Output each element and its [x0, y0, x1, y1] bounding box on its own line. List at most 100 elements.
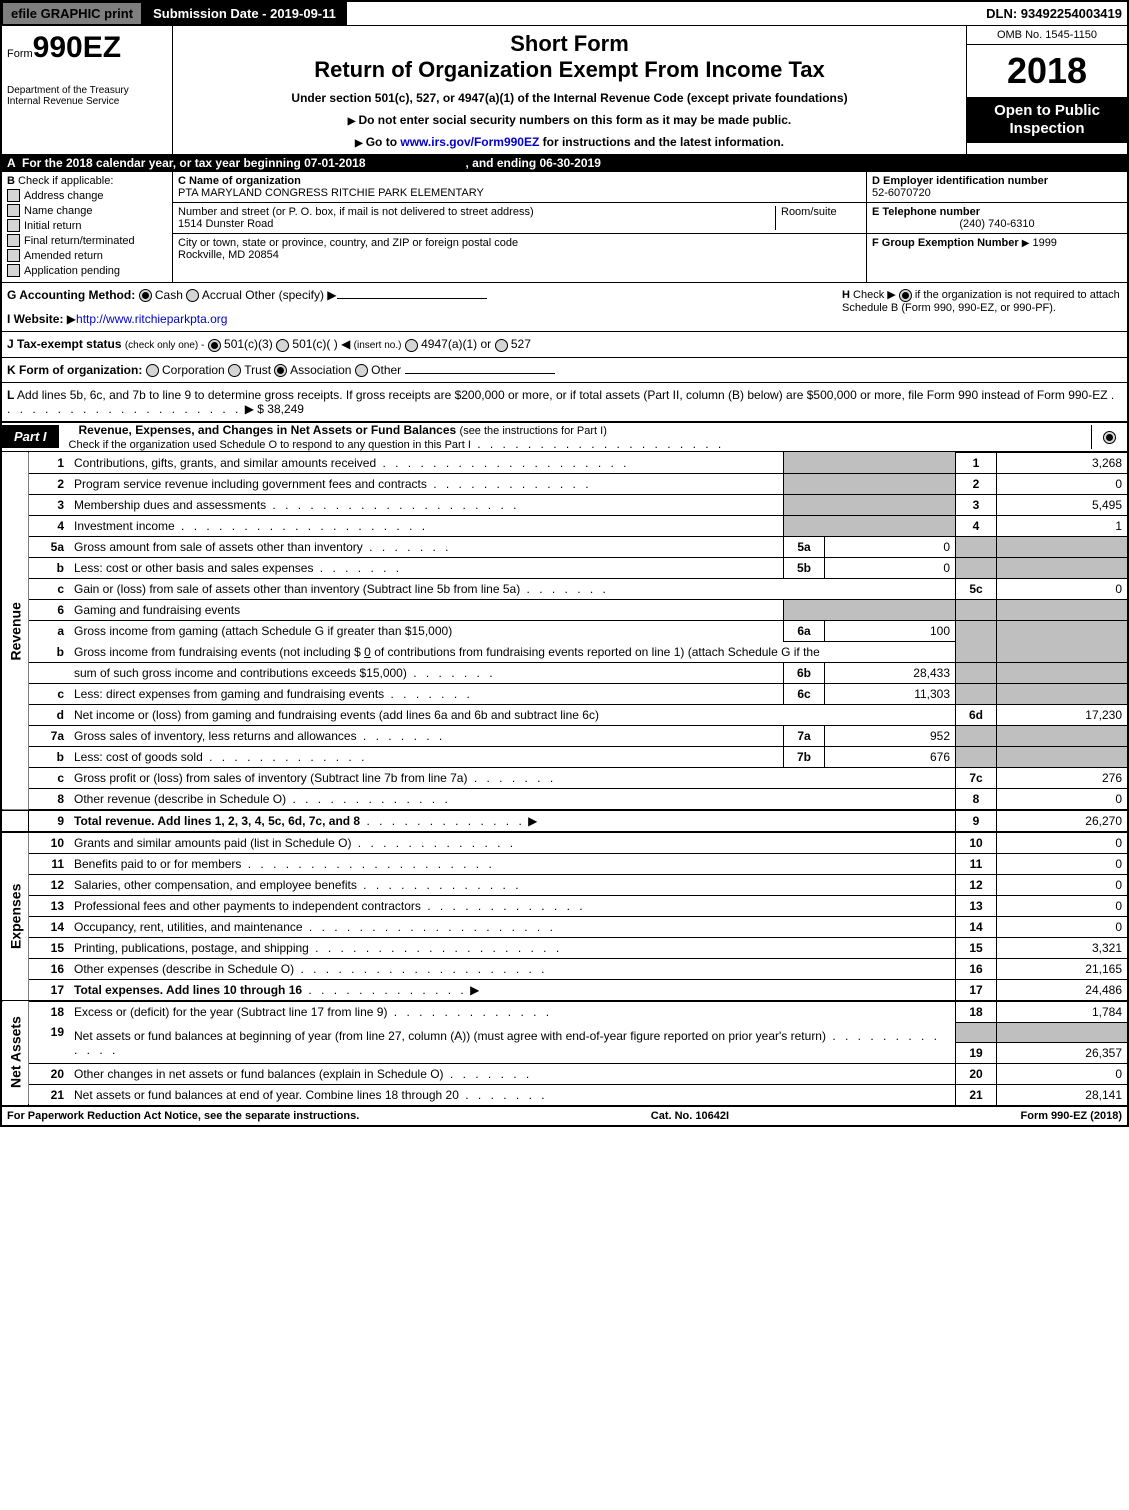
irs-label: Internal Revenue Service [7, 96, 167, 107]
line-16-desc: Other expenses (describe in Schedule O) [74, 962, 294, 976]
line-1-desc: Contributions, gifts, grants, and simila… [74, 456, 376, 470]
line-7a-sub: 952 [825, 725, 956, 746]
footer-right: Form 990-EZ (2018) [1021, 1110, 1122, 1122]
form-identifier: Form990EZ Department of the Treasury Int… [2, 26, 173, 154]
line-18-val: 1,784 [997, 1001, 1128, 1023]
line-7b-desc: Less: cost of goods sold [74, 750, 203, 764]
section-a-ending: , and ending 06-30-2019 [466, 156, 601, 170]
opt-final-return: Final return/terminated [24, 235, 135, 247]
efile-print-button[interactable]: efile GRAPHIC print [2, 2, 142, 25]
footer-center: Cat. No. 10642I [651, 1110, 729, 1122]
opt-trust: Trust [244, 363, 271, 377]
radio-corp[interactable] [146, 364, 159, 377]
checkbox-initial-return[interactable] [7, 219, 20, 232]
line-10-desc: Grants and similar amounts paid (list in… [74, 836, 351, 850]
opt-501c3: 501(c)(3) [224, 337, 273, 351]
city-value: Rockville, MD 20854 [178, 249, 861, 261]
org-name: PTA MARYLAND CONGRESS RITCHIE PARK ELEME… [178, 187, 861, 199]
other-label: Other (specify) [245, 288, 324, 302]
submission-date-button[interactable]: Submission Date - 2019-09-11 [142, 2, 347, 25]
section-b-title: Check if applicable: [18, 175, 113, 187]
radio-assoc[interactable] [274, 364, 287, 377]
group-exempt-label: F Group Exemption Number [872, 237, 1019, 249]
line-13-desc: Professional fees and other payments to … [74, 899, 421, 913]
section-l-text: Add lines 5b, 6c, and 7b to line 9 to de… [17, 388, 1108, 402]
section-c: C Name of organization PTA MARYLAND CONG… [173, 172, 866, 282]
city-label: City or town, state or province, country… [178, 237, 861, 249]
line-8-desc: Other revenue (describe in Schedule O) [74, 792, 286, 806]
street-value: 1514 Dunster Road [178, 218, 775, 230]
opt-application-pending: Application pending [24, 265, 120, 277]
line-10-val: 0 [997, 832, 1128, 854]
section-h-label: H [842, 289, 850, 301]
radio-trust[interactable] [228, 364, 241, 377]
opt-527: 527 [511, 337, 531, 351]
ein-label: D Employer identification number [872, 175, 1122, 187]
room-suite-label: Room/suite [775, 206, 861, 230]
checkbox-final-return[interactable] [7, 234, 20, 247]
goto-prefix: Go to [366, 135, 401, 149]
line-6a-desc: Gross income from gaming (attach Schedul… [74, 624, 452, 638]
dln-text: DLN: 93492254003419 [986, 6, 1127, 21]
footer-left: For Paperwork Reduction Act Notice, see … [7, 1110, 359, 1122]
accrual-label: Accrual [202, 288, 242, 302]
part-1-table: Revenue 1 Contributions, gifts, grants, … [2, 452, 1127, 1105]
radio-h-check[interactable] [899, 289, 912, 302]
footer: For Paperwork Reduction Act Notice, see … [2, 1105, 1127, 1125]
opt-initial-return: Initial return [24, 220, 81, 232]
checkbox-application-pending[interactable] [7, 264, 20, 277]
irs-link[interactable]: www.irs.gov/Form990EZ [400, 135, 539, 149]
netassets-vlabel: Net Assets [2, 1001, 29, 1105]
line-21-desc: Net assets or fund balances at end of ye… [74, 1088, 459, 1102]
line-9-val: 26,270 [997, 810, 1128, 832]
line-14-desc: Occupancy, rent, utilities, and maintena… [74, 920, 303, 934]
form-number: 990EZ [33, 31, 121, 64]
website-link[interactable]: http://www.ritchieparkpta.org [76, 312, 227, 326]
checkbox-name-change[interactable] [7, 204, 20, 217]
form-prefix: Form [7, 48, 33, 60]
opt-assoc: Association [290, 363, 351, 377]
line-19-desc: Net assets or fund balances at beginning… [74, 1029, 826, 1043]
line-6b-amt: 0 [364, 645, 371, 659]
radio-other-org[interactable] [355, 364, 368, 377]
part-1-check-note: Check if the organization used Schedule … [69, 439, 471, 451]
section-g-label: G Accounting Method: [7, 288, 135, 302]
radio-part1-check[interactable] [1103, 431, 1116, 444]
line-3-desc: Membership dues and assessments [74, 498, 266, 512]
radio-501c[interactable] [276, 339, 289, 352]
section-j-label: J Tax-exempt status [7, 337, 122, 351]
part-1-label: Part I [2, 425, 59, 448]
line-7b-sub: 676 [825, 746, 956, 767]
revenue-vlabel: Revenue [2, 452, 29, 810]
part-1-title: Revenue, Expenses, and Changes in Net As… [69, 423, 457, 437]
street-label: Number and street (or P. O. box, if mail… [178, 206, 775, 218]
radio-accrual[interactable] [186, 289, 199, 302]
radio-501c3[interactable] [208, 339, 221, 352]
line-6b-desc1: Gross income from fundraising events (no… [74, 645, 361, 659]
line-6c-sub: 11,303 [825, 683, 956, 704]
top-bar: efile GRAPHIC print Submission Date - 20… [2, 2, 1127, 25]
line-6c-desc: Less: direct expenses from gaming and fu… [74, 687, 384, 701]
radio-4947[interactable] [405, 339, 418, 352]
line-1-val: 3,268 [997, 452, 1128, 473]
line-5b-sub: 0 [825, 557, 956, 578]
line-4-desc: Investment income [74, 519, 175, 533]
line-19-val: 26,357 [997, 1042, 1128, 1063]
line-16-val: 21,165 [997, 958, 1128, 979]
expenses-vlabel: Expenses [2, 832, 29, 1001]
line-18-desc: Excess or (deficit) for the year (Subtra… [74, 1005, 387, 1019]
line-5a-desc: Gross amount from sale of assets other t… [74, 540, 363, 554]
checkbox-amended-return[interactable] [7, 249, 20, 262]
radio-527[interactable] [495, 339, 508, 352]
checkbox-address-change[interactable] [7, 189, 20, 202]
line-11-desc: Benefits paid to or for members [74, 857, 241, 871]
line-6a-sub: 100 [825, 620, 956, 641]
ein-value: 52-6070720 [872, 187, 1122, 199]
radio-cash[interactable] [139, 289, 152, 302]
section-b-label: B [7, 175, 15, 187]
line-5c-val: 0 [997, 578, 1128, 599]
opt-amended-return: Amended return [24, 250, 103, 262]
opt-501c: 501(c)( ) [292, 337, 337, 351]
short-form-title: Short Form [178, 31, 961, 57]
tax-year: 2018 [967, 45, 1127, 97]
